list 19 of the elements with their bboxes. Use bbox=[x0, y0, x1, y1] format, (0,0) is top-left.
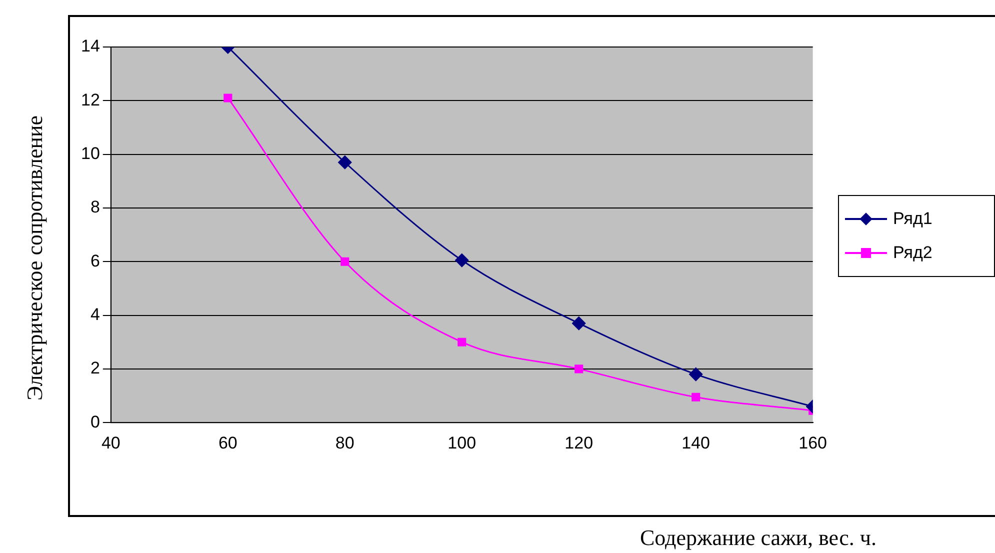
x-tick-label: 60 bbox=[218, 433, 238, 452]
y-tick-label: 10 bbox=[80, 144, 100, 163]
y-tick-label: 4 bbox=[90, 304, 100, 324]
x-tick-label: 140 bbox=[682, 433, 710, 452]
legend-label: Ряд1 bbox=[893, 209, 932, 229]
x-tick-label: 120 bbox=[564, 433, 594, 452]
y-tick-label: 8 bbox=[90, 198, 100, 217]
x-tick-label: 160 bbox=[798, 433, 828, 452]
y-tick-label: 14 bbox=[80, 36, 100, 56]
y-axis-title: Электрическое сопротивление bbox=[22, 115, 48, 401]
legend-label: Ряд2 bbox=[893, 243, 932, 263]
y-tick-label: 6 bbox=[90, 251, 100, 270]
y-tick-label: 0 bbox=[90, 412, 100, 432]
x-tick-label: 80 bbox=[335, 433, 354, 452]
y-tick-label: 2 bbox=[90, 358, 100, 378]
x-tick-label: 40 bbox=[101, 433, 120, 452]
y-tick-label: 12 bbox=[80, 90, 100, 110]
x-tick-label: 100 bbox=[448, 433, 476, 452]
x-axis-title: Содержание сажи, вес. ч. bbox=[640, 525, 876, 551]
